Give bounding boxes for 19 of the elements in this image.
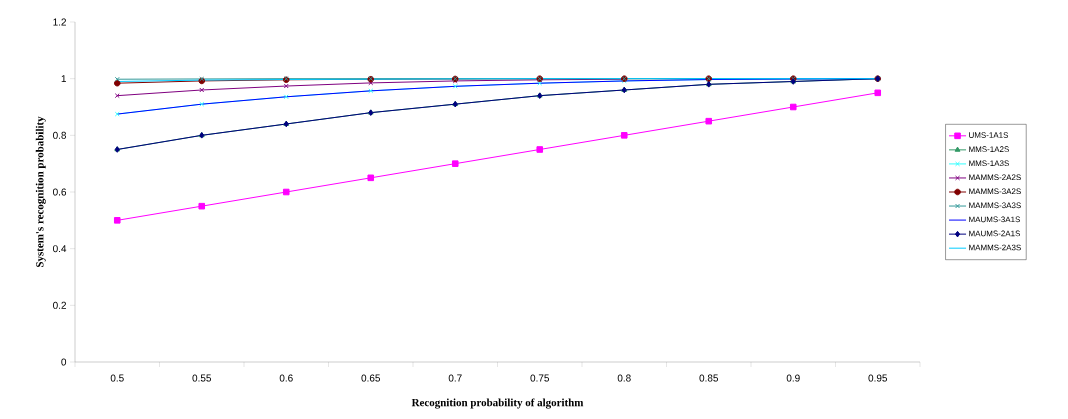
y-tick-label: 1.2 xyxy=(53,18,66,26)
x-tick-label: 0.6 xyxy=(279,374,293,382)
y-axis-title: System's recognition probability xyxy=(35,116,46,268)
y-tick-label: 1 xyxy=(61,75,66,83)
y-tick-label: 0.8 xyxy=(53,131,67,139)
x-tick-label: 0.95 xyxy=(868,374,888,382)
x-tick-label: 0.55 xyxy=(192,374,212,382)
x-tick-label: 0.8 xyxy=(617,374,631,382)
y-tick-label: 0.4 xyxy=(53,245,67,253)
x-tick-label: 0.85 xyxy=(699,374,719,382)
x-tick-label: 0.65 xyxy=(361,374,381,382)
y-tick-label: 0.2 xyxy=(53,301,66,309)
x-tick-label: 0.75 xyxy=(530,374,550,382)
x-axis-title: Recognition probability of algorithm xyxy=(411,398,584,409)
y-tick-label: 0.6 xyxy=(53,188,67,196)
x-tick-label: 0.9 xyxy=(786,374,800,382)
y-tick-label: 0 xyxy=(61,358,67,366)
x-tick-label: 0.7 xyxy=(448,374,462,382)
x-tick-label: 0.5 xyxy=(110,374,124,382)
